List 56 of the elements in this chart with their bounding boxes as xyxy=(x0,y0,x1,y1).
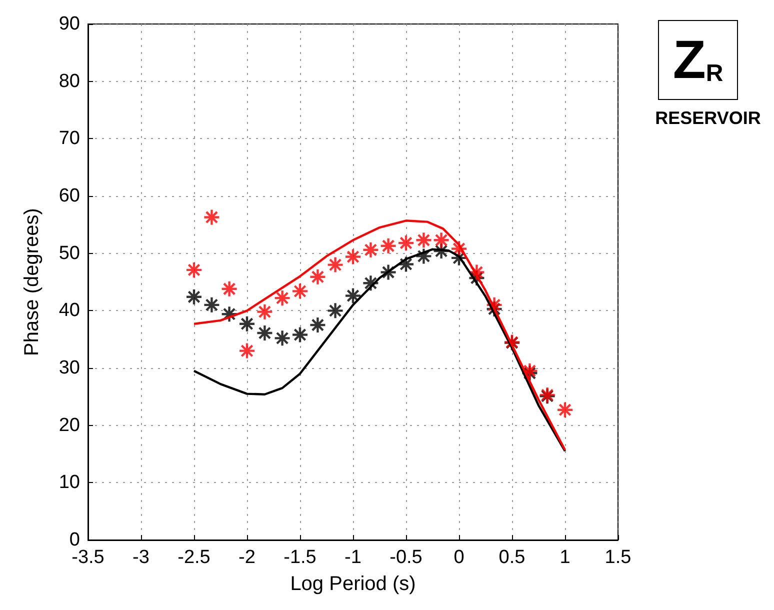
y-tick-label: 30 xyxy=(58,358,80,378)
point xyxy=(220,280,238,298)
y-tick-label: 90 xyxy=(58,14,80,34)
point xyxy=(362,274,380,292)
x-tick-label: 1.5 xyxy=(604,547,632,568)
x-tick-label: -3 xyxy=(132,547,150,568)
point xyxy=(256,324,274,342)
x-tick-label: -2.5 xyxy=(178,547,210,568)
y-tick-label: 60 xyxy=(58,186,80,206)
point xyxy=(450,240,468,258)
point xyxy=(203,296,220,314)
point xyxy=(486,296,503,314)
x-tick-label: -2 xyxy=(238,547,256,568)
point xyxy=(274,330,291,347)
point xyxy=(326,302,344,320)
text: RESERVOIR xyxy=(654,108,762,129)
point xyxy=(344,287,362,304)
point xyxy=(291,326,309,344)
point xyxy=(362,241,380,258)
point xyxy=(415,232,432,249)
point xyxy=(203,208,220,226)
point xyxy=(397,234,415,252)
y-tick-label: 70 xyxy=(58,128,80,150)
point xyxy=(556,401,574,418)
text: Z$_{R}$ xyxy=(658,20,738,100)
point xyxy=(291,282,309,300)
point xyxy=(380,264,397,281)
point xyxy=(309,268,326,286)
x-tick-label: 0 xyxy=(454,547,464,568)
x-tick-label: -1.5 xyxy=(284,547,316,568)
x-tick-label: -0.5 xyxy=(390,547,422,568)
point xyxy=(274,289,291,307)
point xyxy=(185,288,203,306)
point xyxy=(220,306,238,323)
y-tick-label: 20 xyxy=(58,414,80,436)
point xyxy=(432,232,450,249)
x-tick-label: 0.5 xyxy=(498,547,526,568)
y-tick-label: 50 xyxy=(58,242,80,264)
y-tick-label: 40 xyxy=(58,300,80,322)
y-axis-title: Phase (degrees) xyxy=(21,208,43,356)
point xyxy=(344,248,362,266)
point xyxy=(326,256,344,274)
point xyxy=(397,256,415,273)
x-axis-title: Log Period (s) xyxy=(290,573,416,595)
point xyxy=(468,264,486,281)
point xyxy=(309,316,326,334)
point xyxy=(380,237,397,254)
point xyxy=(256,303,274,320)
x-tick-label: -1 xyxy=(344,547,362,568)
point xyxy=(238,342,256,360)
y-tick-label: 80 xyxy=(58,70,80,92)
point xyxy=(238,315,256,332)
point xyxy=(185,261,203,279)
point xyxy=(415,248,432,265)
y-tick-label: 10 xyxy=(58,472,80,494)
x-tick-label: 1 xyxy=(560,547,570,568)
